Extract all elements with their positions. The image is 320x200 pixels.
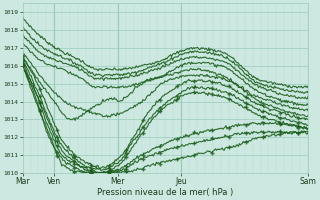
X-axis label: Pression niveau de la mer( hPa ): Pression niveau de la mer( hPa ) — [97, 188, 234, 197]
